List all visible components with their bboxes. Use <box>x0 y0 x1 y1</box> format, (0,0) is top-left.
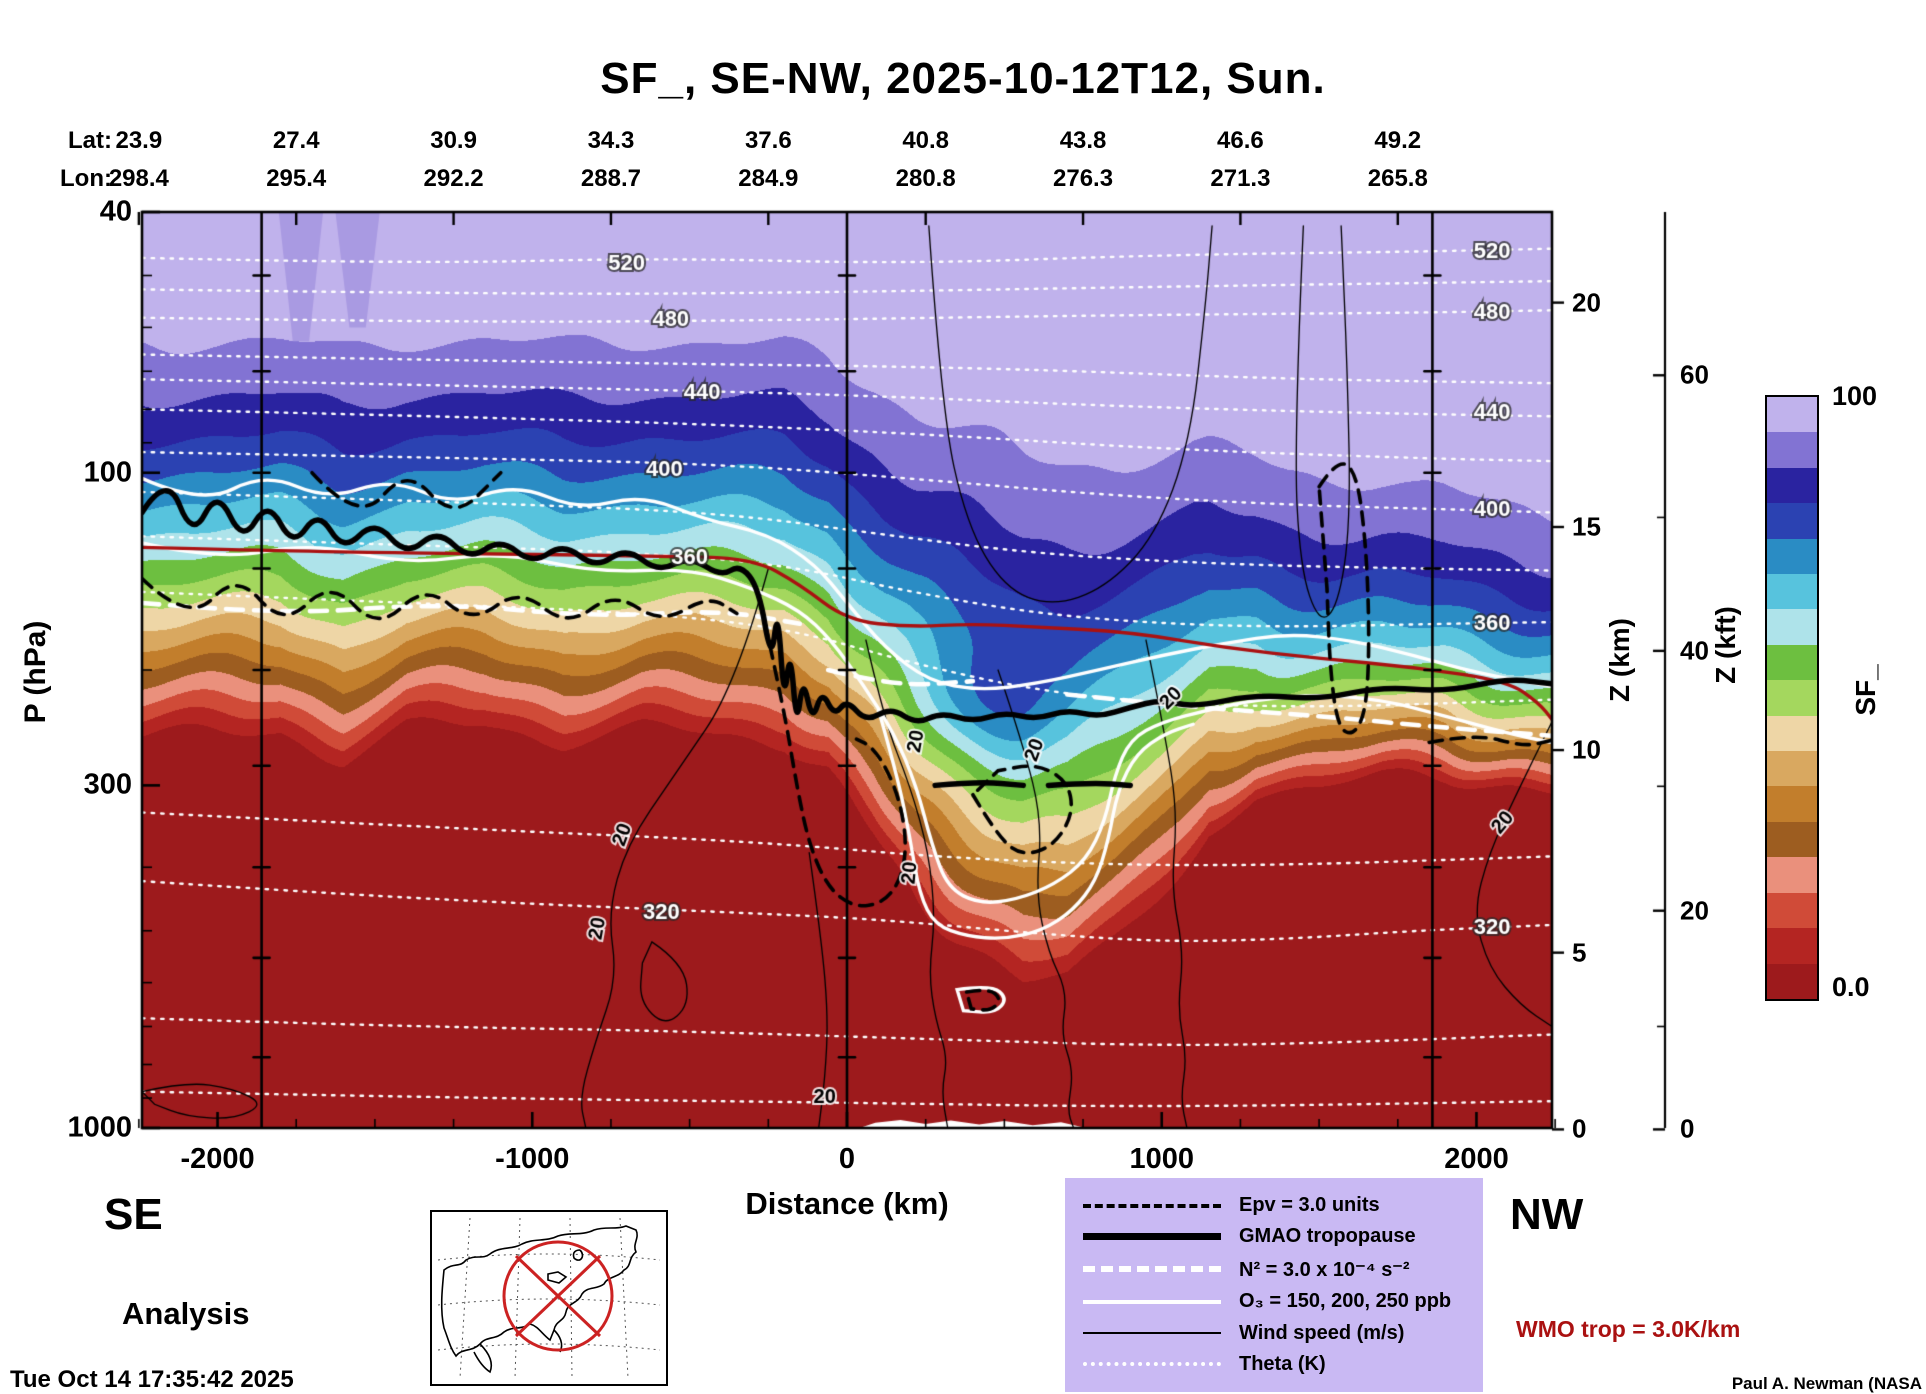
colorbar-block <box>1767 680 1817 716</box>
z-km-tick-label: 20 <box>1572 287 1601 318</box>
map-cross-line-2 <box>514 1254 602 1338</box>
pressure-tick-label: 40 <box>99 195 132 228</box>
lon-tick-label: 295.4 <box>266 165 327 192</box>
colorbar-block <box>1767 467 1817 504</box>
colorbar-min-label: 0.0 <box>1832 972 1870 1002</box>
lon-tick-label: 276.3 <box>1053 165 1114 192</box>
legend-line-sample-s-wind <box>1083 1332 1221 1335</box>
legend-item: O₃ = 150, 200, 250 ppb <box>1083 1290 1465 1313</box>
distance-tick-label: 0 <box>838 1143 856 1175</box>
colorbar-block <box>1767 644 1817 681</box>
map-path-marker <box>502 1240 614 1352</box>
pressure-tick-label: 100 <box>83 456 132 489</box>
lat-tick-label: 23.9 <box>115 127 163 154</box>
z-km-tick-label: 15 <box>1572 511 1601 542</box>
map-great-circle <box>502 1240 614 1352</box>
legend-line-sample-s-o3 <box>1083 1299 1221 1304</box>
map-frame <box>430 1210 668 1386</box>
lon-tick-label: 288.7 <box>580 165 641 192</box>
lat-tick-label: 46.6 <box>1217 127 1264 154</box>
distance-tick-label: -1000 <box>495 1143 570 1175</box>
analysis-label: Analysis <box>122 1296 250 1331</box>
legend-item: N² = 3.0 x 10⁻⁴ s⁻² <box>1083 1257 1465 1282</box>
timestamp-label: Tue Oct 14 17:35:42 2025 <box>10 1366 294 1393</box>
legend-line-sample-s-gmao <box>1083 1233 1221 1241</box>
legend-item-label: GMAO tropopause <box>1239 1225 1416 1248</box>
lat-tick-label: 34.3 <box>587 127 635 154</box>
legend-item: Theta (K) <box>1083 1353 1465 1376</box>
distance-tick-label: -2000 <box>180 1143 255 1175</box>
pressure-tick-label: 300 <box>83 768 132 801</box>
distance-axis-label: Distance (km) <box>745 1186 949 1221</box>
legend-item-label: Epv = 3.0 units <box>1239 1194 1380 1216</box>
colorbar-block <box>1767 574 1817 610</box>
legend-item: GMAO tropopause <box>1083 1225 1465 1248</box>
colorbar-block <box>1767 432 1817 468</box>
map-coastline <box>440 1225 638 1374</box>
colorbar-max-label: 100 <box>1832 381 1878 411</box>
colorbar-block <box>1767 609 1817 645</box>
lat-tick-label: 30.9 <box>430 127 477 154</box>
colorbar-block <box>1767 503 1817 539</box>
lat-tick-label: 40.8 <box>902 127 950 154</box>
legend-line-sample-s-n2 <box>1083 1266 1221 1273</box>
lon-row-label: Lon: <box>60 165 112 192</box>
z-kft-tick-label: 0 <box>1680 1113 1695 1144</box>
lat-tick-label: 37.6 <box>744 127 792 154</box>
legend-line-sample-s-epv <box>1083 1203 1221 1208</box>
legend-item-label: O₃ = 150, 200, 250 ppb <box>1239 1290 1452 1313</box>
map-inset <box>430 1210 668 1386</box>
colorbar-block <box>1767 715 1817 752</box>
colorbar-title: SF_ <box>1850 664 1881 716</box>
z-kft-axis-label: Z (kft) <box>1710 606 1741 684</box>
lon-tick-label: 280.8 <box>895 165 956 192</box>
colorbar-block <box>1767 857 1817 893</box>
legend-item: Epv = 3.0 units <box>1083 1194 1465 1217</box>
z-kft-tick-label: 40 <box>1680 635 1709 666</box>
z-kft-tick-label: 20 <box>1680 895 1709 926</box>
legend-item-label: N² = 3.0 x 10⁻⁴ s⁻² <box>1239 1258 1410 1281</box>
lat-tick-label: 43.8 <box>1059 127 1107 154</box>
colorbar-block <box>1767 928 1817 964</box>
distance-tick-label: 1000 <box>1129 1143 1194 1175</box>
corner-label-se: SE <box>104 1190 163 1239</box>
figure-title: SF_, SE-NW, 2025-10-12T12, Sun. <box>600 54 1326 103</box>
lon-tick-label: 271.3 <box>1210 165 1271 192</box>
colorbar-block <box>1767 397 1817 433</box>
lat-tick-label: 27.4 <box>272 127 320 154</box>
z-km-tick-label: 0 <box>1572 1113 1587 1144</box>
corner-label-nw: NW <box>1510 1190 1584 1239</box>
pressure-tick-label: 1000 <box>67 1111 132 1144</box>
z-km-axis-label: Z (km) <box>1604 618 1635 702</box>
z-km-tick-label: 10 <box>1572 734 1601 765</box>
z-kft-tick-label: 60 <box>1680 359 1709 390</box>
colorbar-block <box>1767 786 1817 822</box>
lat-row-label: Lat: <box>68 127 112 154</box>
colorbar-block <box>1767 963 1817 999</box>
lon-tick-label: 265.8 <box>1367 165 1428 192</box>
z-km-tick-label: 5 <box>1572 937 1587 968</box>
legend-item-label: Theta (K) <box>1239 1352 1326 1375</box>
lon-tick-label: 292.2 <box>423 165 484 192</box>
distance-tick-label: 2000 <box>1444 1143 1509 1175</box>
credit-label: Paul A. Newman (NASA <box>1731 1374 1922 1393</box>
colorbar-block <box>1767 538 1817 575</box>
colorbar-block <box>1767 821 1817 858</box>
colorbar-block <box>1767 751 1817 787</box>
pressure-axis-label: P (hPa) <box>19 620 52 724</box>
legend-item-label: Wind speed (m/s) <box>1239 1321 1405 1344</box>
legend-items: Epv = 3.0 units GMAO tropopause N² = 3.0 x… <box>1083 1194 1465 1376</box>
lon-tick-label: 284.9 <box>738 165 799 192</box>
colorbar <box>1765 395 1819 1001</box>
legend: Epv = 3.0 units GMAO tropopause N² = 3.0 x… <box>1065 1178 1483 1392</box>
legend-item: Wind speed (m/s) <box>1083 1322 1465 1345</box>
lat-tick-label: 49.2 <box>1374 127 1422 154</box>
legend-line-sample-s-theta <box>1083 1362 1221 1367</box>
wmo-trop-note: WMO trop = 3.0K/km <box>1516 1316 1741 1342</box>
colorbar-block <box>1767 892 1817 929</box>
lon-tick-label: 298.4 <box>108 165 169 192</box>
